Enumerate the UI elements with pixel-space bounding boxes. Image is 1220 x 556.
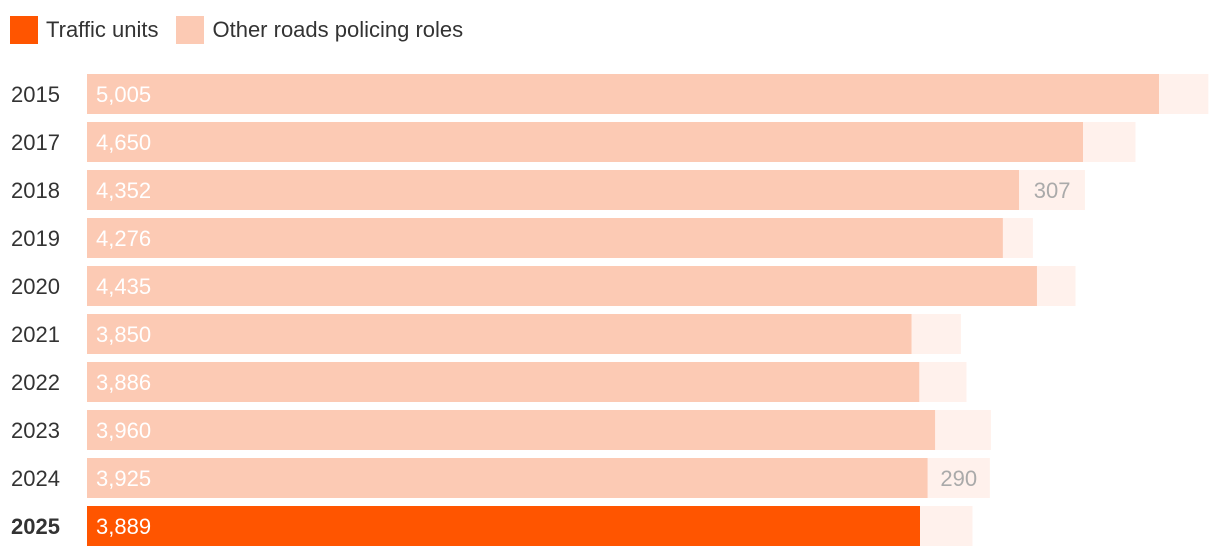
bar-traffic-units-year-2020 xyxy=(87,266,1037,306)
category-label-year-2020: 2020 xyxy=(11,274,60,299)
category-label-year-2021: 2021 xyxy=(11,322,60,347)
legend-swatch-other-roles xyxy=(176,16,205,44)
value-label-traffic-units-year-2018: 4,352 xyxy=(96,178,151,203)
category-label-year-2022: 2022 xyxy=(11,370,60,395)
value-label-traffic-units-year-2025: 3,889 xyxy=(96,514,151,539)
value-label-traffic-units-year-2021: 3,850 xyxy=(96,322,151,347)
legend-swatch-traffic-units xyxy=(10,16,38,44)
legend-item-other-roles: Other roads policing roles xyxy=(176,16,463,44)
category-label-year-2018: 2018 xyxy=(11,178,60,203)
bar-traffic-units-year-2015 xyxy=(87,74,1160,114)
category-label-year-2023: 2023 xyxy=(11,418,60,443)
bar-traffic-units-year-2024 xyxy=(87,458,928,498)
bar-other-roles-year-2015 xyxy=(1159,74,1209,114)
bar-other-roles-year-2020 xyxy=(1036,266,1076,306)
category-label-year-2019: 2019 xyxy=(11,226,60,251)
value-label-traffic-units-year-2022: 3,886 xyxy=(96,370,151,395)
value-label-traffic-units-year-2023: 3,960 xyxy=(96,418,151,443)
value-label-other-roles-year-2018: 307 xyxy=(1034,178,1071,203)
value-label-traffic-units-year-2020: 4,435 xyxy=(96,274,151,299)
bar-other-roles-year-2021 xyxy=(911,314,961,354)
category-label-year-2024: 2024 xyxy=(11,466,60,491)
legend: Traffic units Other roads policing roles xyxy=(10,16,463,44)
bar-other-roles-year-2017 xyxy=(1083,122,1136,162)
value-label-traffic-units-year-2017: 4,650 xyxy=(96,130,151,155)
legend-label-traffic-units: Traffic units xyxy=(46,17,159,42)
bar-traffic-units-year-2018 xyxy=(87,170,1020,210)
legend-label-other-roles: Other roads policing roles xyxy=(212,17,464,42)
category-label-year-2015: 2015 xyxy=(11,82,60,107)
value-label-other-roles-year-2024: 290 xyxy=(940,466,977,491)
category-label-year-2017: 2017 xyxy=(11,130,60,155)
bar-other-roles-year-2019 xyxy=(1002,218,1033,258)
bar-traffic-units-year-2019 xyxy=(87,218,1003,258)
bar-other-roles-year-2018 xyxy=(1019,170,1085,210)
legend-item-traffic-units: Traffic units xyxy=(10,16,158,44)
bar-traffic-units-year-2021 xyxy=(87,314,912,354)
value-label-traffic-units-year-2024: 3,925 xyxy=(96,466,151,491)
bar-other-roles-year-2023 xyxy=(935,410,991,450)
bar-traffic-units-year-2025 xyxy=(87,506,921,546)
bar-other-roles-year-2024 xyxy=(927,458,990,498)
category-label-year-2025: 2025 xyxy=(11,514,60,539)
bar-traffic-units-year-2023 xyxy=(87,410,936,450)
bar-other-roles-year-2022 xyxy=(919,362,967,402)
value-label-traffic-units-year-2019: 4,276 xyxy=(96,226,151,251)
bar-traffic-units-year-2022 xyxy=(87,362,920,402)
value-label-traffic-units-year-2015: 5,005 xyxy=(96,82,151,107)
bar-traffic-units-year-2017 xyxy=(87,122,1084,162)
bar-other-roles-year-2025 xyxy=(920,506,973,546)
